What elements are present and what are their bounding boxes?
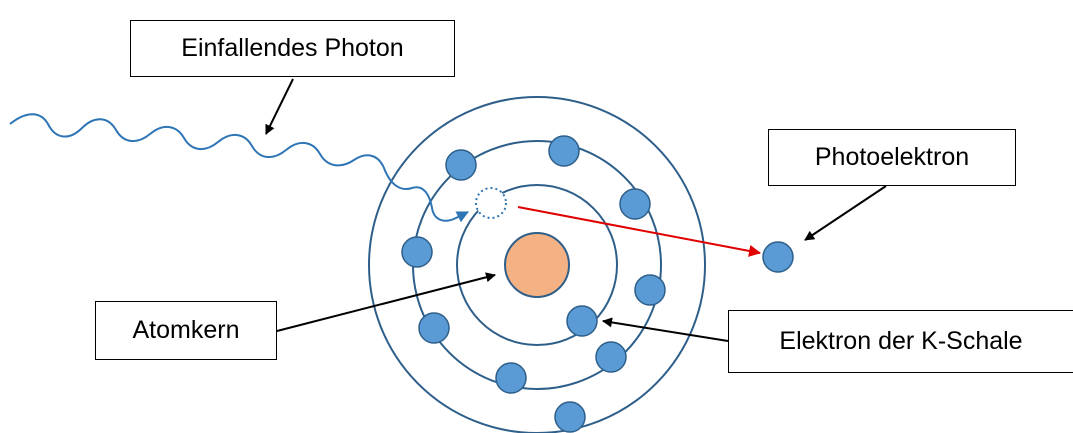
pointer-arrow-photon (265, 78, 294, 135)
electron (495, 362, 527, 394)
electron (445, 149, 477, 181)
vacancy-dotted-circle-icon (475, 187, 507, 219)
photoelectron (762, 241, 794, 273)
pointer-arrow-photoelectron (804, 185, 887, 241)
atomic-nucleus (504, 232, 570, 298)
electron (634, 274, 666, 306)
incoming-photon-label: Einfallendes Photon (130, 20, 455, 77)
k-shell-electron-label: Elektron der K-Schale (728, 310, 1073, 373)
k-shell-electron (566, 305, 598, 337)
electron (595, 341, 627, 373)
pointer-arrow-k-shell (602, 317, 729, 342)
incoming-photon-wave (9, 113, 469, 223)
nucleus-label: Atomkern (95, 301, 277, 360)
pointer-arrow-nucleus (276, 272, 496, 332)
electron (548, 135, 580, 167)
electron (401, 236, 433, 268)
outer-shell (368, 96, 706, 433)
photoelectron-path-arrow (517, 206, 761, 257)
electron (619, 188, 651, 220)
k-shell (456, 184, 618, 346)
photoelectron-label: Photoelektron (768, 129, 1016, 186)
electron (554, 401, 586, 433)
electron (418, 312, 450, 344)
